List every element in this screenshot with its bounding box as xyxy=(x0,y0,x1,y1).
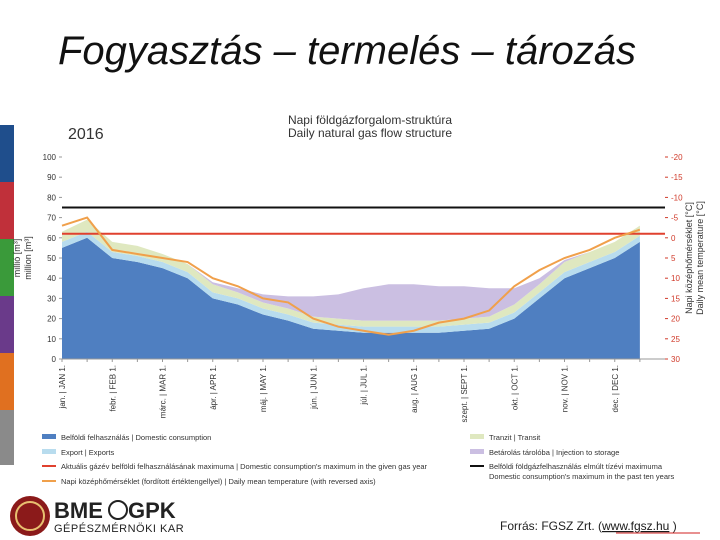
x-tick-label: júl. | JUL 1. xyxy=(360,365,369,406)
x-tick-label: nov. | NOV 1. xyxy=(561,365,570,412)
legend-label: Belföldi földgázfelhasználás elmúlt tízé… xyxy=(489,462,663,471)
y2-axis-label: Daily mean temperature [°C] xyxy=(695,201,705,315)
legend-label: Tranzit | Transit xyxy=(489,433,541,442)
legend-label: Betárolás tárolóba | Injection to storag… xyxy=(489,448,619,457)
y2-tick-label: 30 xyxy=(671,355,680,364)
x-tick-label: aug. | AUG 1. xyxy=(410,365,419,413)
x-tick-label: jún. | JUN 1. xyxy=(309,365,318,410)
source-link[interactable]: www.fgsz.hu xyxy=(601,519,669,533)
logo-text: GPK xyxy=(128,498,176,523)
y-tick-label: 10 xyxy=(47,335,56,344)
logo: BME GPK GÉPÉSZMÉRNÖKI KAR xyxy=(10,496,184,536)
legend-label: Napi középhőmérséklet (fordított értékte… xyxy=(61,477,376,486)
x-tick-label: máj. | MAY 1. xyxy=(259,365,268,412)
stripe xyxy=(0,296,14,353)
y-tick-label: 0 xyxy=(52,355,57,364)
y-tick-label: 100 xyxy=(43,153,57,162)
y-tick-label: 50 xyxy=(47,254,56,263)
source-text: ) xyxy=(669,519,676,533)
legend-swatch xyxy=(42,434,56,439)
x-tick-label: jan. | JAN 1. xyxy=(58,365,67,409)
y-tick-label: 80 xyxy=(47,193,56,202)
y-tick-label: 30 xyxy=(47,294,56,303)
legend-label: Export | Exports xyxy=(61,448,114,457)
legend-label: Belföldi felhasználás | Domestic consump… xyxy=(61,433,211,442)
y-tick-label: 40 xyxy=(47,274,56,283)
x-tick-label: szept. | SEPT 1. xyxy=(460,365,469,423)
slide-title: Fogyasztás – termelés – tározás xyxy=(58,29,636,73)
chart-title: Napi földgázforgalom-struktúra xyxy=(288,113,452,127)
stripe xyxy=(0,410,14,465)
y2-tick-label: 5 xyxy=(671,254,676,263)
y2-tick-label: 0 xyxy=(671,234,676,243)
x-tick-label: dec. | DEC 1. xyxy=(611,365,620,412)
y-tick-label: 60 xyxy=(47,234,56,243)
x-tick-label: okt. | OCT 1. xyxy=(510,365,519,410)
legend-swatch xyxy=(42,449,56,454)
y2-tick-label: -10 xyxy=(671,193,683,202)
source-text: Forrás: FGSZ Zrt. ( xyxy=(500,519,602,533)
y2-tick-label: 10 xyxy=(671,274,680,283)
legend-swatch xyxy=(470,434,484,439)
year: 2016 xyxy=(68,126,104,143)
area xyxy=(62,219,640,321)
temperature-line xyxy=(61,216,641,336)
logo-text: BME xyxy=(54,498,103,523)
x-tick-label: febr. | FEB 1. xyxy=(108,365,117,412)
logo-globe xyxy=(108,500,128,520)
y-tick-label: 70 xyxy=(47,214,56,223)
legend-label: Domestic consumption's maximum in the pa… xyxy=(489,472,675,481)
x-tick-label: ápr. | APR 1. xyxy=(209,365,218,410)
y-axis-label: million [m³] xyxy=(23,236,33,280)
area xyxy=(62,237,640,359)
y2-tick-label: -15 xyxy=(671,173,683,182)
y-tick-label: 90 xyxy=(47,173,56,182)
y-tick-label: 20 xyxy=(47,315,56,324)
y2-tick-label: 25 xyxy=(671,335,680,344)
y2-axis-label: Napi középhőmérséklet [°C] xyxy=(684,202,694,314)
logo-subtitle: GÉPÉSZMÉRNÖKI KAR xyxy=(54,522,184,535)
logo-seal-ring xyxy=(15,501,45,531)
y2-tick-label: 20 xyxy=(671,315,680,324)
y-axis-label: millió [m³] xyxy=(12,239,22,278)
legend-swatch xyxy=(470,449,484,454)
source: Forrás: FGSZ Zrt. (www.fgsz.hu ) xyxy=(500,519,677,533)
chart-title: Daily natural gas flow structure xyxy=(288,126,452,140)
stripe xyxy=(0,125,14,182)
legend-label: Aktuális gázév belföldi felhasználásának… xyxy=(61,462,428,471)
y2-tick-label: -5 xyxy=(671,214,679,223)
stripe xyxy=(0,353,14,410)
y2-tick-label: 15 xyxy=(671,294,680,303)
stripe xyxy=(0,182,14,239)
stripe xyxy=(0,239,14,296)
y2-tick-label: -20 xyxy=(671,153,683,162)
x-tick-label: márc. | MAR 1. xyxy=(159,365,168,418)
